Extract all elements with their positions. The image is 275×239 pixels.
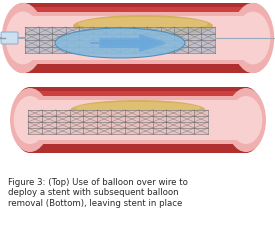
Text: Figure 3: (Top) Use of balloon over wire to
deploy a stent with subsequent ballo: Figure 3: (Top) Use of balloon over wire… bbox=[8, 178, 188, 208]
Ellipse shape bbox=[14, 91, 46, 149]
Polygon shape bbox=[40, 114, 215, 126]
Ellipse shape bbox=[73, 15, 213, 37]
Ellipse shape bbox=[226, 88, 266, 152]
Bar bbox=[25, 27, 215, 53]
Bar bbox=[30, 87, 246, 153]
Ellipse shape bbox=[236, 12, 270, 64]
Bar bbox=[23, 12, 253, 64]
Ellipse shape bbox=[2, 3, 44, 73]
Ellipse shape bbox=[232, 3, 274, 73]
Ellipse shape bbox=[14, 96, 46, 144]
Bar bbox=[30, 96, 246, 144]
Ellipse shape bbox=[234, 3, 272, 73]
Ellipse shape bbox=[4, 3, 42, 73]
Ellipse shape bbox=[236, 7, 270, 69]
FancyBboxPatch shape bbox=[1, 32, 18, 44]
Bar bbox=[28, 110, 208, 134]
Ellipse shape bbox=[230, 91, 262, 149]
Ellipse shape bbox=[6, 7, 40, 69]
Polygon shape bbox=[90, 35, 165, 51]
Polygon shape bbox=[90, 35, 165, 51]
Ellipse shape bbox=[12, 87, 48, 153]
Bar bbox=[23, 7, 253, 61]
Ellipse shape bbox=[230, 96, 262, 144]
Ellipse shape bbox=[70, 100, 205, 120]
Bar bbox=[30, 100, 246, 140]
Bar bbox=[30, 91, 246, 141]
Ellipse shape bbox=[55, 28, 185, 58]
Ellipse shape bbox=[76, 102, 200, 114]
Ellipse shape bbox=[6, 12, 40, 64]
Ellipse shape bbox=[228, 87, 264, 153]
Ellipse shape bbox=[78, 17, 208, 31]
Bar bbox=[23, 3, 253, 73]
Bar bbox=[23, 16, 253, 60]
Ellipse shape bbox=[10, 88, 50, 152]
